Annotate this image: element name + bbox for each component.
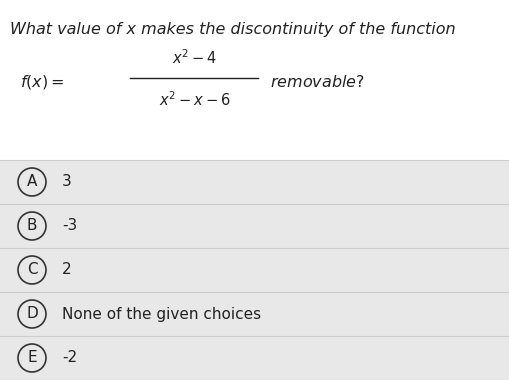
Text: $removable?$: $removable?$ <box>270 74 365 90</box>
Text: E: E <box>27 350 37 366</box>
Bar <box>0 204 509 248</box>
Text: 3: 3 <box>62 174 72 190</box>
Text: -2: -2 <box>62 350 77 366</box>
Text: None of the given choices: None of the given choices <box>62 307 261 321</box>
Text: A: A <box>27 174 37 190</box>
Bar <box>0 160 509 204</box>
Text: D: D <box>26 307 38 321</box>
Text: B: B <box>27 218 37 233</box>
Text: What value of x makes the discontinuity of the function: What value of x makes the discontinuity … <box>10 22 456 37</box>
Text: $x^2-4$: $x^2-4$ <box>173 49 217 67</box>
Text: $x^2-x-6$: $x^2-x-6$ <box>159 91 231 109</box>
Bar <box>0 336 509 380</box>
Text: 2: 2 <box>62 263 72 277</box>
Bar <box>0 292 509 336</box>
Text: C: C <box>26 263 37 277</box>
Bar <box>0 248 509 292</box>
Text: $f(x) =$: $f(x) =$ <box>20 73 65 91</box>
Text: -3: -3 <box>62 218 77 233</box>
